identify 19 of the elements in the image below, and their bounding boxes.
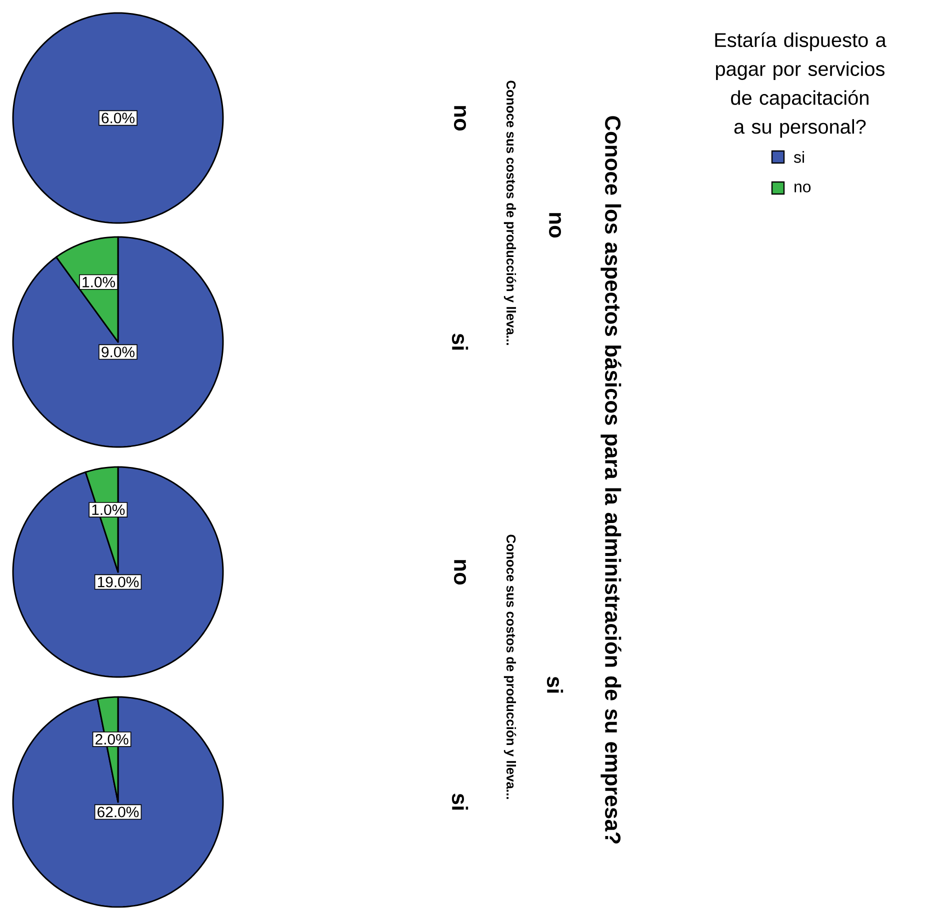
text: Conoce los aspectos básicos para la administración de su empresa? — [600, 116, 622, 844]
text: no — [454, 106, 466, 131]
text: si — [452, 794, 468, 810]
data-label: 62.0% — [98, 806, 139, 818]
text: Conoce sus costos de producción y lleva... — [504, 80, 516, 346]
text: no — [548, 213, 562, 238]
data-label: 9.0% — [102, 346, 134, 358]
data-label: 1.0% — [92, 504, 125, 516]
data-label: 6.0% — [102, 112, 134, 124]
legend-label: si — [794, 151, 804, 163]
data-label: 1.0% — [82, 276, 116, 288]
text: si — [546, 676, 564, 693]
text: no — [454, 560, 466, 585]
legend-label: no — [794, 184, 811, 192]
text: Conoce sus costos de producción y lleva... — [504, 534, 516, 800]
data-label: 19.0% — [98, 576, 139, 588]
data-label: 2.0% — [96, 734, 128, 745]
legend-title: Estaría dispuesto a pagar por servicios de capacitación a su personal? — [715, 32, 886, 138]
text: si — [452, 334, 468, 350]
